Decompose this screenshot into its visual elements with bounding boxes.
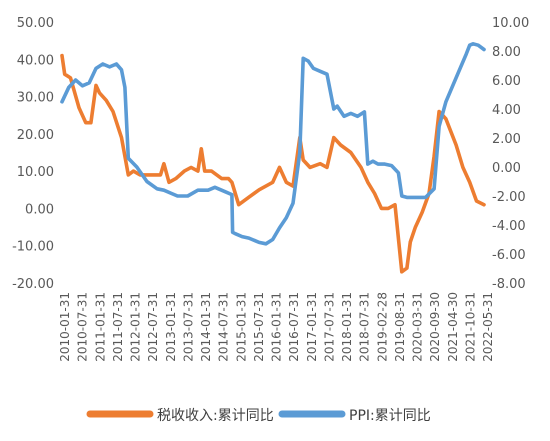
x-tick-label: 2012-01-31 — [129, 292, 143, 362]
x-tick-label: 2010-07-31 — [76, 292, 90, 362]
x-tick-label: 2016-07-31 — [287, 292, 301, 362]
left-tick-label: 30.00 — [17, 91, 54, 106]
right-axis-ticks: -8.00 -6.00 -4.00 -2.00 0.00 2.00 4.00 6.00 8.00… — [492, 16, 529, 292]
x-tick-label: 2015-07-31 — [252, 292, 266, 362]
x-tick-label: 2011-01-31 — [93, 292, 107, 362]
x-tick-label: 2011-07-31 — [111, 292, 125, 362]
series-line-tax — [60, 53, 486, 274]
x-tick-label: 2019-02-28 — [375, 292, 389, 362]
left-tick-label: 40.00 — [17, 53, 54, 68]
left-tick-label: 50.00 — [17, 16, 54, 31]
legend-label-tax: 税收收入:累计同比 — [157, 408, 274, 424]
right-tick-label: -2.00 — [492, 190, 526, 205]
x-axis-ticks: 2010-01-31 2010-07-31 2011-01-31 2011-07-31… — [58, 292, 495, 362]
x-tick-label: 2012-07-31 — [146, 292, 160, 362]
x-tick-label: 2010-01-31 — [58, 292, 72, 362]
x-tick-label: 2017-01-31 — [305, 292, 319, 362]
right-tick-label: 8.00 — [492, 45, 521, 60]
right-tick-label: -6.00 — [492, 248, 526, 263]
x-tick-label: 2019-08-31 — [393, 292, 407, 362]
left-tick-label: 20.00 — [17, 128, 54, 143]
left-tick-label: -10.00 — [12, 240, 54, 255]
x-tick-label: 2022-05-31 — [481, 292, 495, 362]
legend-label-ppi: PPI:累计同比 — [349, 408, 431, 424]
x-tick-label: 2013-01-31 — [164, 292, 178, 362]
x-tick-label: 2016-01-31 — [270, 292, 284, 362]
right-tick-label: -8.00 — [492, 277, 526, 292]
right-tick-label: -4.00 — [492, 219, 526, 234]
x-tick-label: 2018-07-31 — [358, 292, 372, 362]
x-tick-label: 2017-07-31 — [322, 292, 336, 362]
x-tick-label: 2021-10-31 — [463, 292, 477, 362]
left-axis-ticks: -20.00 -10.00 0.00 10.00 20.00 30.00 40.00 50.0… — [12, 16, 54, 292]
series-lines — [60, 41, 486, 274]
right-tick-label: 10.00 — [492, 16, 529, 31]
right-tick-label: 6.00 — [492, 74, 521, 89]
left-tick-label: 10.00 — [17, 165, 54, 180]
x-tick-label: 2021-04-30 — [446, 292, 460, 362]
x-tick-label: 2018-01-31 — [340, 292, 354, 362]
left-tick-label: 0.00 — [25, 202, 54, 217]
right-tick-label: 4.00 — [492, 103, 521, 118]
x-tick-label: 2013-07-31 — [181, 292, 195, 362]
series-line-ppi — [60, 41, 486, 246]
x-tick-label: 2014-07-31 — [217, 292, 231, 362]
x-tick-label: 2020-09-30 — [428, 292, 442, 362]
x-tick-label: 2020-03-31 — [411, 292, 425, 362]
right-tick-label: 2.00 — [492, 132, 521, 147]
left-tick-label: -20.00 — [12, 277, 54, 292]
x-tick-label: 2014-01-31 — [199, 292, 213, 362]
x-tick-label: 2015-01-31 — [234, 292, 248, 362]
legend: 税收收入:累计同比 PPI:累计同比 — [86, 408, 431, 424]
right-tick-label: 0.00 — [492, 161, 521, 176]
